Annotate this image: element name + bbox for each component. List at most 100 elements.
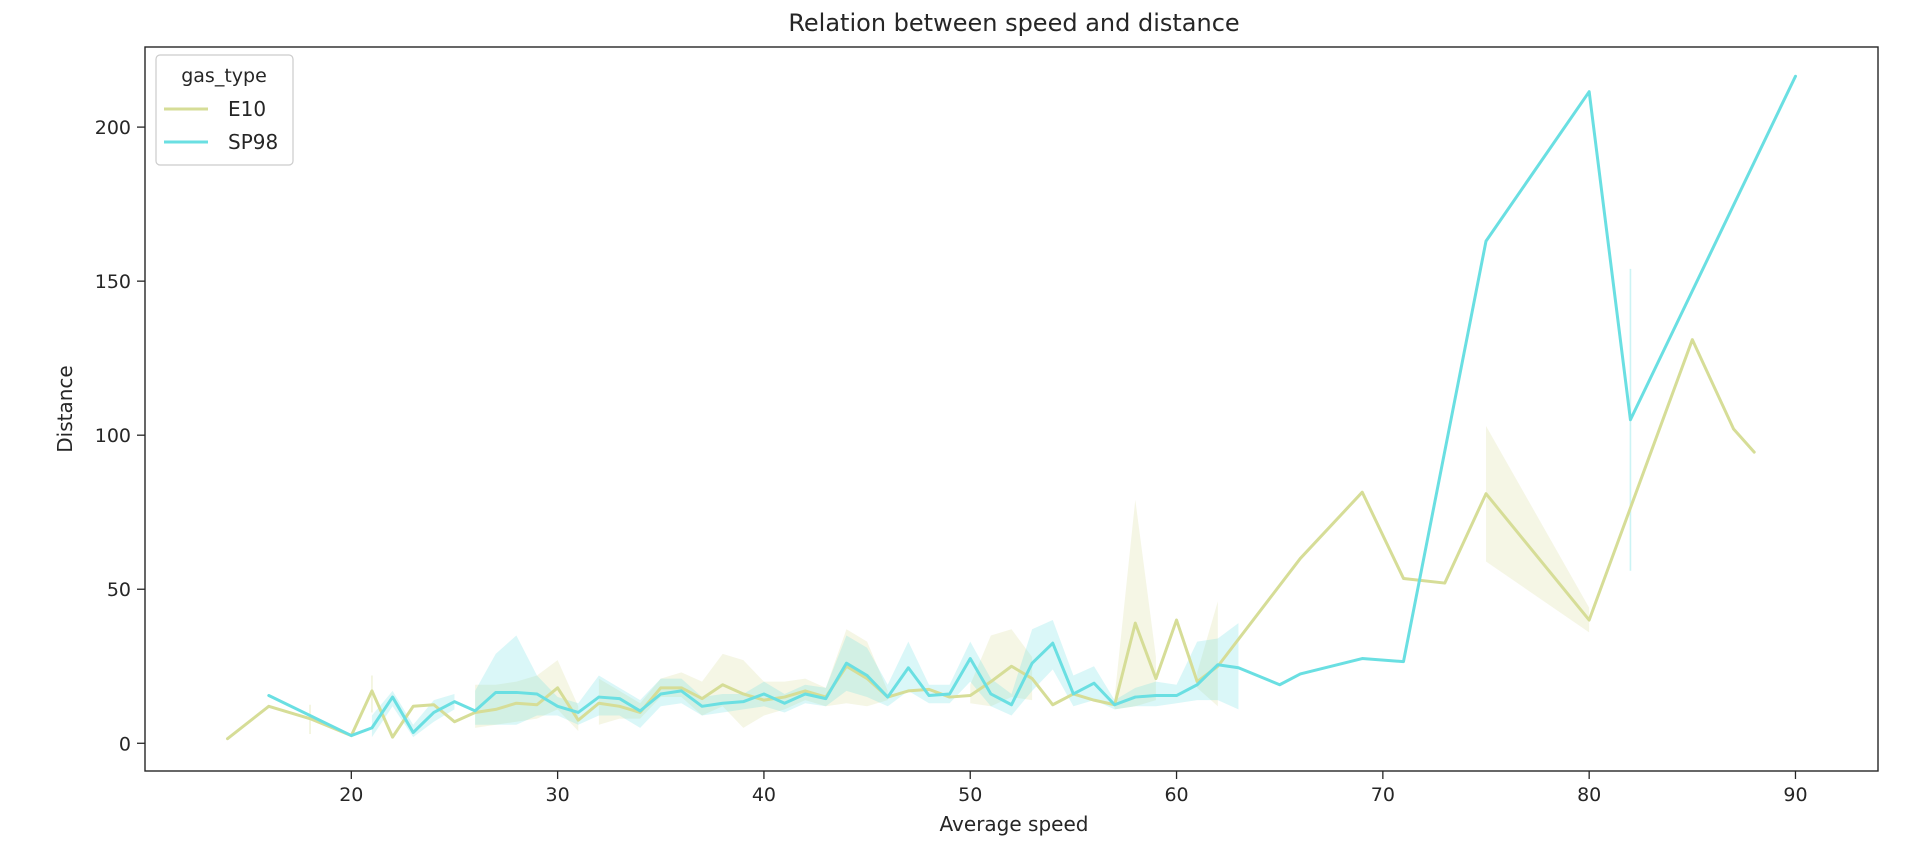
data-point-e10-18: [659, 686, 662, 690]
x-tick-label-90: 90: [1783, 784, 1807, 806]
data-point-sp98-52: [1794, 75, 1797, 78]
data-point-sp98-42: [1195, 683, 1199, 686]
data-point-e10-30: [907, 689, 910, 693]
data-point-sp98-38: [1113, 703, 1116, 706]
data-point-sp98-4: [412, 731, 415, 734]
data-point-e10-24: [783, 695, 786, 699]
x-tick-label-50: 50: [958, 784, 982, 806]
ci-band-sp98-0: [371, 690, 455, 738]
x-tick-label-70: 70: [1371, 784, 1395, 806]
data-point-e10-33: [969, 694, 972, 697]
data-point-sp98-41: [1175, 694, 1178, 697]
data-point-e10-52: [1691, 338, 1694, 341]
x-tick-label-20: 20: [339, 784, 363, 806]
data-point-sp98-25: [845, 661, 848, 665]
data-point-sp98-48: [1402, 660, 1405, 663]
data-point-e10-37: [1051, 703, 1054, 706]
data-point-sp98-0: [267, 694, 270, 697]
data-point-e10-11: [515, 702, 518, 705]
data-point-sp98-24: [824, 697, 828, 700]
data-point-sp98-40: [1154, 694, 1158, 697]
data-point-e10-46: [1299, 557, 1302, 560]
y-axis: 0 50 100 150 200: [95, 117, 145, 755]
data-point-sp98-35: [1051, 641, 1054, 645]
data-point-e10-36: [1030, 677, 1034, 680]
data-point-sp98-18: [700, 705, 704, 708]
data-point-sp98-44: [1237, 666, 1240, 669]
data-point-sp98-36: [1072, 692, 1075, 696]
data-point-e10-25: [803, 689, 807, 693]
data-point-sp98-21: [762, 692, 766, 696]
data-point-sp98-37: [1092, 681, 1096, 685]
data-point-sp98-27: [886, 695, 889, 699]
legend-title: gas_type: [181, 65, 267, 87]
x-tick-label-40: 40: [752, 784, 776, 806]
data-point-sp98-23: [803, 692, 807, 696]
data-point-sp98-31: [969, 657, 972, 660]
x-tick-label-60: 60: [1164, 784, 1188, 806]
data-point-e10-10: [494, 708, 497, 711]
data-point-sp98-9: [515, 691, 518, 694]
data-point-sp98-39: [1134, 695, 1137, 699]
data-point-e10-12: [535, 703, 539, 706]
data-point-e10-35: [1010, 665, 1013, 668]
data-point-sp98-49: [1484, 239, 1488, 243]
data-point-sp98-15: [638, 709, 642, 713]
data-point-e10-13: [556, 686, 559, 690]
data-point-e10-22: [742, 692, 745, 696]
y-tick-label-50: 50: [107, 579, 131, 601]
data-point-e10-6: [412, 705, 415, 708]
data-point-e10-31: [927, 688, 931, 691]
data-point-sp98-32: [989, 692, 993, 696]
chart-title: Relation between speed and distance: [788, 9, 1239, 37]
data-point-sp98-45: [1278, 683, 1281, 686]
data-point-sp98-50: [1587, 90, 1591, 93]
data-point-sp98-43: [1216, 663, 1220, 666]
data-point-sp98-16: [659, 692, 662, 696]
data-point-e10-32: [948, 695, 951, 699]
x-axis: 20 30 40 50 60 70 80 90: [339, 771, 1808, 806]
y-axis-label: Distance: [53, 365, 77, 452]
plot-frame: [144, 46, 1879, 772]
data-point-e10-0: [226, 737, 229, 740]
legend-label-e10: E10: [228, 97, 266, 121]
ci-band-e10-2: [475, 660, 579, 731]
y-tick-label-100: 100: [95, 425, 131, 447]
data-point-e10-19: [680, 686, 683, 690]
data-point-e10-47: [1361, 490, 1364, 494]
data-point-e10-53: [1732, 427, 1735, 431]
legend-label-sp98: SP98: [228, 130, 278, 154]
data-point-e10-7: [432, 703, 436, 706]
data-point-sp98-22: [783, 702, 786, 705]
data-point-e10-50: [1484, 492, 1488, 495]
data-point-e10-4: [370, 689, 374, 693]
data-point-sp98-20: [742, 700, 745, 703]
data-point-e10-16: [618, 705, 621, 708]
data-point-e10-51: [1587, 618, 1591, 622]
y-tick-label-150: 150: [95, 271, 131, 293]
data-point-sp98-17: [680, 689, 683, 693]
data-point-sp98-46: [1299, 672, 1302, 676]
y-tick-label-200: 200: [95, 117, 131, 139]
data-point-e10-41: [1134, 621, 1137, 625]
data-point-sp98-10: [535, 692, 539, 696]
data-point-e10-39: [1092, 698, 1096, 702]
data-point-sp98-12: [577, 711, 580, 714]
x-tick-label-30: 30: [546, 784, 570, 806]
data-point-sp98-51: [1629, 418, 1632, 421]
data-point-e10-5: [391, 735, 394, 739]
data-point-e10-1: [267, 705, 270, 708]
legend: gas_type E10 SP98: [155, 54, 294, 166]
data-point-sp98-5: [432, 711, 436, 714]
data-point-e10-49: [1443, 581, 1446, 585]
data-point-sp98-19: [721, 702, 724, 705]
data-point-sp98-26: [865, 674, 869, 677]
data-point-sp98-30: [948, 692, 951, 696]
legend-box: [155, 54, 294, 166]
data-point-sp98-29: [927, 694, 931, 697]
data-point-sp98-8: [494, 691, 497, 694]
data-point-e10-43: [1175, 618, 1178, 622]
data-point-sp98-7: [473, 709, 477, 713]
